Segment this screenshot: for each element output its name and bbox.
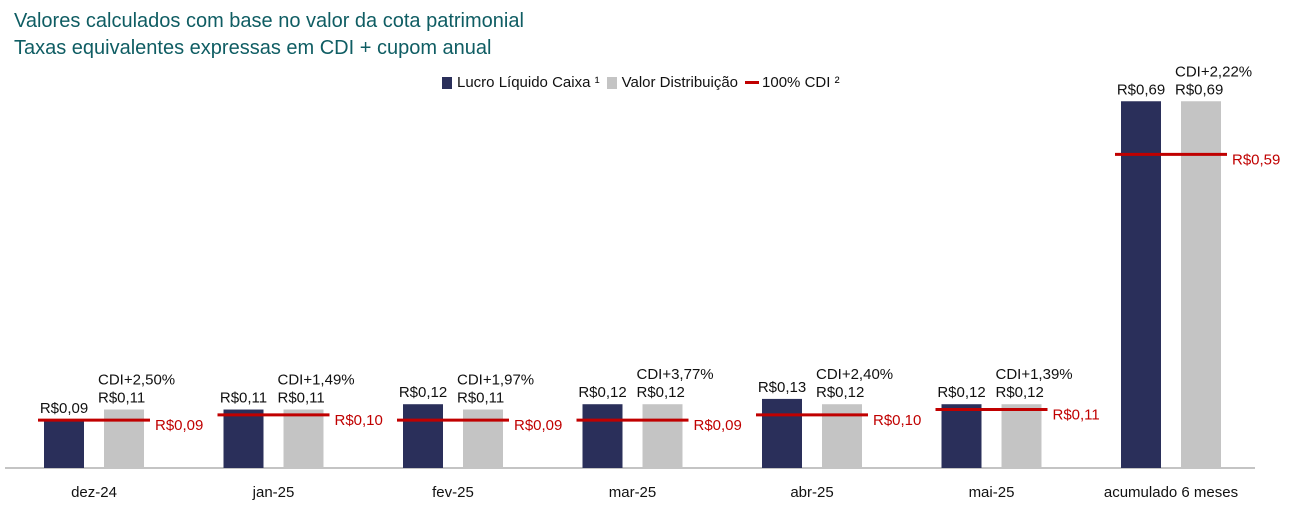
legend-swatch-lucro	[442, 76, 452, 89]
label-cdi-abr-25: R$0,10	[873, 412, 921, 429]
chart-titles: Valores calculados com base no valor da …	[14, 8, 524, 62]
label-distribuicao-abr-25: R$0,12	[816, 384, 864, 401]
label-cdi-fev-25: R$0,09	[514, 417, 562, 434]
legend-item-lucro: Lucro Líquido Caixa ¹	[442, 74, 600, 91]
bar-lucro-mar-25	[582, 404, 623, 468]
bar-distribuicao-dez-24	[104, 409, 144, 468]
bar-lucro-acumulado 6 meses	[1121, 101, 1161, 468]
x-tick-label-acumulado 6 meses: acumulado 6 meses	[1104, 484, 1238, 501]
annotation-cdi-spread-acumulado 6 meses: CDI+2,22%	[1175, 63, 1252, 80]
legend-label-lucro: Lucro Líquido Caixa ¹	[457, 74, 600, 91]
label-cdi-dez-24: R$0,09	[155, 417, 203, 434]
x-tick-label-mar-25: mar-25	[609, 484, 657, 501]
x-tick-label-fev-25: fev-25	[432, 484, 474, 501]
bar-lucro-fev-25	[403, 404, 443, 468]
annotation-cdi-spread-mai-25: CDI+1,39%	[996, 366, 1073, 383]
annotation-cdi-spread-mar-25: CDI+3,77%	[637, 366, 714, 383]
label-lucro-acumulado 6 meses: R$0,69	[1117, 81, 1165, 98]
label-distribuicao-jan-25: R$0,11	[278, 390, 325, 407]
label-cdi-mar-25: R$0,09	[694, 417, 742, 434]
chart-title: Valores calculados com base no valor da …	[14, 10, 524, 32]
label-cdi-acumulado 6 meses: R$0,59	[1232, 151, 1280, 168]
x-tick-label-abr-25: abr-25	[790, 484, 833, 501]
label-distribuicao-mar-25: R$0,12	[637, 384, 685, 401]
legend-item-distribuicao: Valor Distribuição	[606, 74, 739, 91]
legend-label-cdi: 100% CDI ²	[762, 74, 840, 91]
bar-lucro-dez-24	[44, 420, 84, 468]
legend-swatch-distribuicao	[606, 76, 617, 89]
label-lucro-abr-25: R$0,13	[758, 379, 806, 396]
bar-distribuicao-acumulado 6 meses	[1181, 101, 1221, 468]
label-lucro-fev-25: R$0,12	[399, 384, 447, 401]
legend-label-distribuicao: Valor Distribuição	[621, 74, 739, 91]
bar-lucro-jan-25	[223, 409, 264, 468]
bar-distribuicao-mai-25	[1001, 404, 1042, 468]
bar-distribuicao-fev-25	[463, 409, 503, 468]
label-distribuicao-mai-25: R$0,12	[996, 384, 1044, 401]
x-tick-label-mai-25: mai-25	[969, 484, 1015, 501]
annotation-cdi-spread-jan-25: CDI+1,49%	[278, 372, 355, 389]
annotation-cdi-spread-dez-24: CDI+2,50%	[98, 372, 175, 389]
bar-distribuicao-mar-25	[642, 404, 683, 468]
label-lucro-mai-25: R$0,12	[937, 384, 985, 401]
chart-subtitle: Taxas equivalentes expressas em CDI + cu…	[14, 37, 492, 59]
bar-distribuicao-jan-25	[283, 409, 324, 468]
label-lucro-jan-25: R$0,11	[220, 390, 267, 407]
chart-legend: Lucro Líquido Caixa ¹ Valor Distribuição…	[442, 74, 847, 91]
label-distribuicao-fev-25: R$0,11	[457, 390, 504, 407]
label-cdi-jan-25: R$0,10	[335, 412, 383, 429]
bar-lucro-mai-25	[941, 404, 982, 468]
annotation-cdi-spread-abr-25: CDI+2,40%	[816, 366, 893, 383]
label-lucro-dez-24: R$0,09	[40, 400, 88, 417]
legend-item-cdi: 100% CDI ²	[745, 74, 840, 91]
label-lucro-mar-25: R$0,12	[578, 384, 626, 401]
label-cdi-mai-25: R$0,11	[1053, 407, 1100, 424]
x-tick-label-dez-24: dez-24	[71, 484, 117, 501]
x-tick-label-jan-25: jan-25	[252, 484, 295, 501]
label-distribuicao-acumulado 6 meses: R$0,69	[1175, 81, 1223, 98]
bar-lucro-abr-25	[762, 398, 802, 468]
label-distribuicao-dez-24: R$0,11	[98, 390, 145, 407]
legend-swatch-cdi	[745, 81, 760, 84]
annotation-cdi-spread-fev-25: CDI+1,97%	[457, 372, 534, 389]
